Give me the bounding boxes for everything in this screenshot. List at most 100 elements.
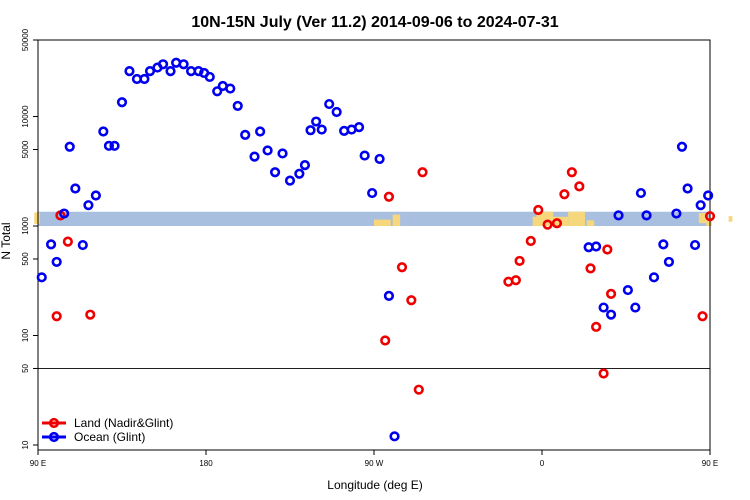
point-ocean-0 xyxy=(36,272,47,283)
point-land-13 xyxy=(525,235,536,247)
point-land-14 xyxy=(533,204,544,216)
point-ocean-66 xyxy=(682,183,693,194)
point-land-24 xyxy=(605,288,617,299)
point-land-7 xyxy=(406,295,417,306)
chart-title: 10N-15N July (Ver 11.2) 2014-09-06 to 20… xyxy=(191,14,558,31)
point-land-22 xyxy=(598,368,609,379)
point-land-21 xyxy=(591,321,602,332)
point-ocean-3 xyxy=(59,208,70,219)
point-ocean-23 xyxy=(193,65,204,77)
point-ocean-57 xyxy=(622,284,633,296)
point-ocean-26 xyxy=(212,86,223,97)
map-land-5 xyxy=(536,211,554,218)
y-tick-label-6: 10000 xyxy=(21,105,30,128)
legend-marker-land xyxy=(48,417,60,429)
point-ocean-65 xyxy=(676,141,688,152)
y-tick-label-0: 10 xyxy=(21,440,30,449)
point-ocean-31 xyxy=(249,151,260,162)
point-land-12 xyxy=(514,255,525,267)
point-ocean-18 xyxy=(157,59,169,70)
point-ocean-55 xyxy=(605,309,617,320)
point-ocean-41 xyxy=(316,124,327,135)
point-ocean-30 xyxy=(240,129,251,140)
point-ocean-56 xyxy=(613,210,624,221)
y-tick-label-5: 5000 xyxy=(21,140,30,158)
point-ocean-51 xyxy=(389,431,400,442)
point-ocean-47 xyxy=(359,150,370,161)
point-land-4 xyxy=(380,335,391,346)
y-tick-label-4: 1000 xyxy=(21,217,30,235)
map-land-1 xyxy=(374,219,391,227)
point-ocean-48 xyxy=(367,187,378,199)
map-land-7 xyxy=(698,213,707,224)
point-ocean-4 xyxy=(64,141,75,152)
map-land-6 xyxy=(586,220,595,227)
point-ocean-7 xyxy=(83,200,94,211)
y-tick-label-2: 100 xyxy=(21,328,30,342)
y-tick-label-1: 50 xyxy=(21,363,30,372)
point-ocean-6 xyxy=(77,239,88,251)
x-tick-label-2: 90 W xyxy=(365,459,384,468)
point-ocean-12 xyxy=(116,97,128,108)
point-ocean-28 xyxy=(225,83,236,94)
map-land-2 xyxy=(392,214,401,227)
point-ocean-11 xyxy=(109,140,120,151)
map-land-4 xyxy=(568,211,585,227)
point-land-3 xyxy=(85,309,96,320)
point-ocean-29 xyxy=(232,100,243,112)
point-ocean-10 xyxy=(103,140,115,151)
point-ocean-33 xyxy=(262,145,273,156)
point-land-9 xyxy=(417,167,428,178)
point-land-25 xyxy=(697,311,708,322)
x-tick-label-0: 90 E xyxy=(30,459,46,468)
point-ocean-53 xyxy=(591,241,602,252)
x-axis: 90 E 180 90 W 0 90 E xyxy=(30,450,718,468)
point-ocean-9 xyxy=(98,126,109,137)
point-ocean-49 xyxy=(374,153,385,165)
point-ocean-64 xyxy=(671,208,682,219)
point-ocean-54 xyxy=(598,302,609,313)
point-ocean-67 xyxy=(689,239,701,251)
y-tick-label-3: 500 xyxy=(21,252,30,266)
point-land-18 xyxy=(566,167,577,178)
point-ocean-60 xyxy=(641,210,652,221)
point-land-11 xyxy=(510,275,521,286)
map-land-0 xyxy=(34,212,40,224)
point-ocean-58 xyxy=(630,302,641,313)
point-ocean-5 xyxy=(70,183,81,194)
point-land-16 xyxy=(551,218,563,229)
point-ocean-46 xyxy=(353,122,365,133)
x-axis-label: Longitude (deg E) xyxy=(327,478,422,492)
point-land-0 xyxy=(51,311,62,322)
point-ocean-38 xyxy=(299,160,311,171)
point-ocean-25 xyxy=(204,71,215,83)
point-ocean-40 xyxy=(311,116,322,127)
legend-marker-ocean xyxy=(48,431,60,443)
legend-label-ocean: Ocean (Glint) xyxy=(74,430,145,444)
point-ocean-63 xyxy=(663,256,675,268)
map-land-8 xyxy=(706,217,712,227)
point-ocean-36 xyxy=(284,175,296,186)
point-ocean-34 xyxy=(269,167,281,178)
point-ocean-37 xyxy=(294,168,305,179)
point-ocean-13 xyxy=(124,65,135,77)
point-land-2 xyxy=(62,236,73,247)
legend-label-land: Land (Nadir&Glint) xyxy=(74,416,173,430)
y-tick-label-7: 50000 xyxy=(21,28,30,51)
point-ocean-21 xyxy=(178,59,189,70)
point-ocean-35 xyxy=(277,148,288,159)
point-ocean-50 xyxy=(383,290,395,301)
x-tick-label-1: 180 xyxy=(199,459,213,468)
point-ocean-59 xyxy=(635,187,647,199)
point-ocean-62 xyxy=(658,239,669,250)
map-land-9 xyxy=(728,216,733,222)
point-ocean-19 xyxy=(165,65,176,77)
y-axis-label: N Total xyxy=(0,222,13,259)
world-map-strip xyxy=(34,211,733,227)
y-axis: 10 50 100 500 1000 5000 10000 50000 xyxy=(21,28,38,449)
point-land-17 xyxy=(559,189,570,200)
point-ocean-68 xyxy=(695,200,706,211)
point-ocean-39 xyxy=(305,125,316,136)
